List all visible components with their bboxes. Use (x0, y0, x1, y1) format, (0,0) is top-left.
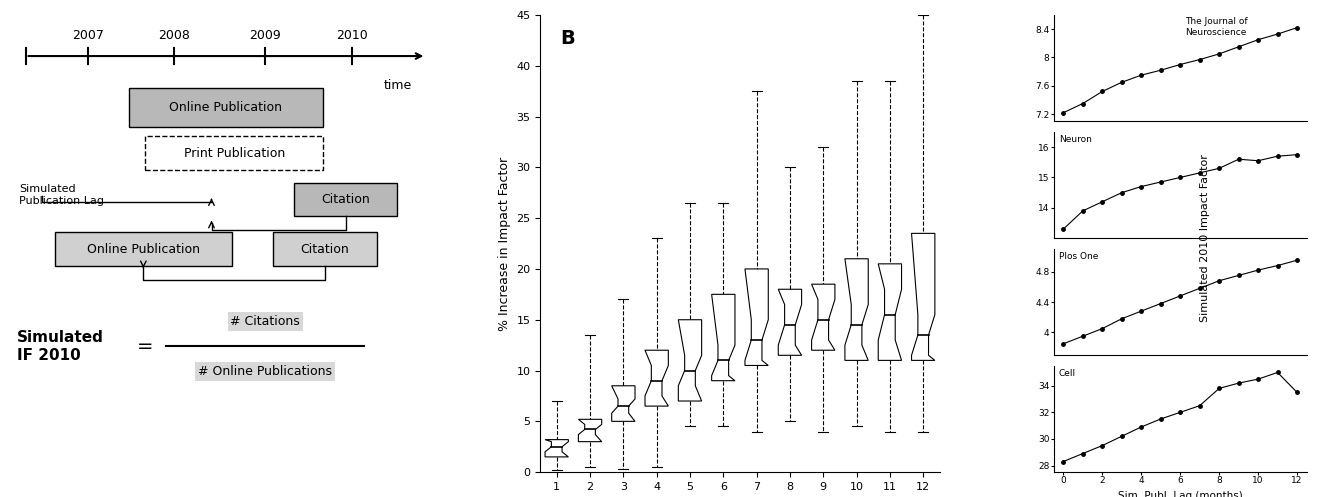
FancyBboxPatch shape (145, 136, 323, 170)
FancyBboxPatch shape (294, 183, 397, 216)
FancyBboxPatch shape (273, 232, 376, 266)
Text: Simulated 2010 Impact Factor: Simulated 2010 Impact Factor (1200, 155, 1210, 323)
Text: # Online Publications: # Online Publications (198, 365, 333, 378)
Polygon shape (545, 440, 569, 457)
Polygon shape (678, 320, 702, 401)
Text: time: time (383, 79, 412, 92)
Text: Print Publication: Print Publication (183, 147, 285, 160)
Polygon shape (744, 269, 768, 365)
Text: Online Publication: Online Publication (87, 243, 199, 256)
Text: # Citations: # Citations (230, 315, 300, 328)
Text: Simulated
IF 2010: Simulated IF 2010 (17, 330, 104, 363)
Text: 2009: 2009 (249, 29, 281, 42)
Text: Simulated
Publication Lag: Simulated Publication Lag (20, 184, 104, 206)
Text: Online Publication: Online Publication (169, 101, 282, 114)
Polygon shape (645, 350, 668, 406)
Text: Neuron: Neuron (1059, 135, 1092, 144)
Y-axis label: % Increase in Impact Factor: % Increase in Impact Factor (498, 157, 511, 331)
Polygon shape (812, 284, 836, 350)
Polygon shape (711, 294, 735, 381)
Polygon shape (779, 289, 801, 355)
FancyBboxPatch shape (54, 232, 232, 266)
Polygon shape (611, 386, 635, 421)
Text: Plos One: Plos One (1059, 252, 1098, 261)
Polygon shape (845, 259, 869, 360)
Text: 2008: 2008 (158, 29, 190, 42)
Text: Cell: Cell (1059, 369, 1076, 378)
Text: The Journal of
Neuroscience: The Journal of Neuroscience (1185, 17, 1247, 37)
Polygon shape (578, 419, 602, 442)
Text: =: = (137, 337, 153, 356)
Polygon shape (912, 234, 935, 360)
FancyBboxPatch shape (129, 88, 323, 127)
X-axis label: Sim. Publ. Lag (months): Sim. Publ. Lag (months) (1118, 491, 1242, 497)
Text: Citation: Citation (301, 243, 350, 256)
Text: 2007: 2007 (71, 29, 103, 42)
Text: B: B (560, 29, 574, 48)
Text: 2010: 2010 (337, 29, 368, 42)
Polygon shape (878, 264, 902, 360)
Text: Citation: Citation (321, 193, 370, 206)
